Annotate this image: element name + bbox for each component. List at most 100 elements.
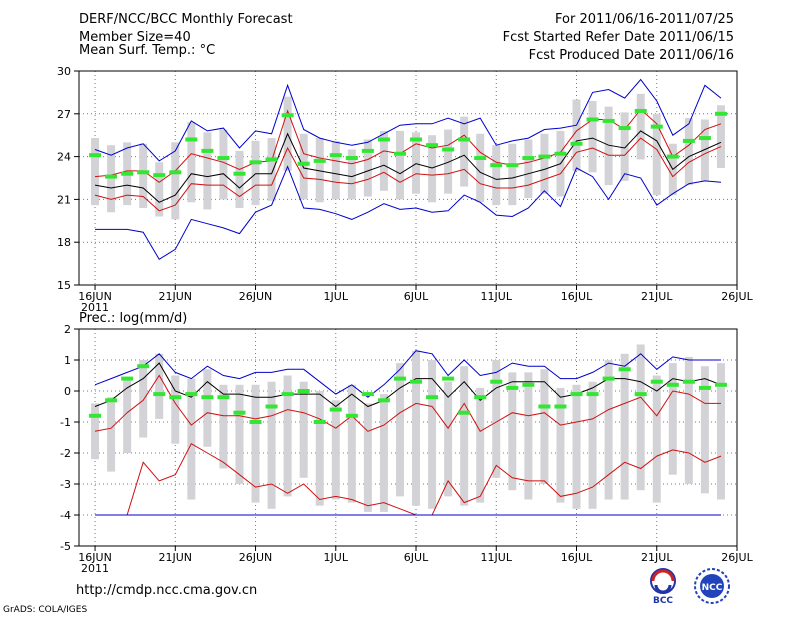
- temp-ytick-label: 24: [57, 151, 71, 164]
- precip-spread-bar: [556, 387, 565, 503]
- precip-spread-bar: [363, 403, 372, 512]
- precip-max-line: [94, 350, 721, 398]
- temp-xtick-label: 26JUN: [239, 290, 273, 303]
- temp-xtick-label: 11JUL: [481, 290, 513, 303]
- precip-obs-mark: [602, 376, 615, 381]
- temp-obs-mark: [506, 163, 519, 168]
- precip-spread-bar: [476, 387, 485, 503]
- temp-spread-bar: [716, 105, 725, 169]
- temp-obs-mark: [393, 151, 406, 156]
- temp-spread-bar: [91, 138, 100, 206]
- precip-spread-bar: [379, 394, 388, 512]
- precip-spread-bar: [283, 375, 292, 497]
- temp-upper-line: [94, 108, 722, 183]
- ncc-logo: NCC: [694, 568, 730, 604]
- precip-ytick-label: -4: [60, 509, 71, 522]
- precip-obs-mark: [361, 392, 374, 397]
- temp-obs-mark: [554, 151, 567, 156]
- temp-spread-bar: [588, 100, 597, 173]
- temp-panel: Mean Surf. Temp.: °C 15 18 21 24 27 30 16JUN201…: [57, 43, 754, 314]
- precip-obs-mark: [490, 379, 503, 384]
- temp-spread-bar: [412, 132, 421, 194]
- precip-ytick-label: -1: [60, 416, 71, 429]
- precip-obs-mark: [554, 404, 567, 409]
- temp-spread-bar: [540, 133, 549, 194]
- temp-obs-mark: [586, 117, 599, 122]
- precip-spread-bar: [331, 400, 340, 500]
- precip-spread-bar: [588, 381, 597, 509]
- precip-obs-mark: [153, 392, 166, 397]
- precip-lower_red-line: [95, 443, 722, 516]
- temp-obs-mark: [265, 157, 278, 162]
- temp-xtick-label: 6JUL: [404, 290, 429, 303]
- precip-spread-bar: [604, 360, 613, 500]
- precip-spread-bar: [492, 360, 501, 478]
- precip-spread-bar: [700, 366, 709, 494]
- ncc-logo-text: NCC: [702, 583, 723, 593]
- precip-obs-mark: [329, 407, 342, 412]
- precip-spread-bar: [572, 384, 581, 509]
- precip-ytick-label: -2: [60, 447, 71, 460]
- temp-obs-mark: [458, 137, 471, 142]
- bcc-logo-text: BCC: [653, 596, 673, 606]
- precip-spread-bar: [315, 391, 324, 506]
- precip-obs-mark: [426, 395, 439, 400]
- temp-xtick-label: 21JUL: [641, 290, 673, 303]
- temp-obs-mark: [105, 174, 118, 179]
- precip-spread-bar: [412, 350, 421, 506]
- precip-obs-mark: [217, 395, 230, 400]
- precip-spread-bar: [668, 363, 677, 475]
- member-size: Member Size=40: [79, 30, 191, 45]
- bcc-logo: BCC: [650, 568, 676, 606]
- fcst-produced-date: Fcst Produced Date 2011/06/16: [528, 48, 734, 63]
- temp-spread-bar: [572, 99, 581, 171]
- precip-obs-mark: [137, 364, 150, 369]
- temp-spread-bar: [460, 116, 469, 187]
- precip-obs-mark: [474, 395, 487, 400]
- temp-spread-bar: [203, 132, 212, 210]
- precip-xtick-label: 16JUN: [78, 551, 112, 564]
- precip-obs-mark: [169, 395, 182, 400]
- precip-obs-mark: [201, 395, 214, 400]
- temp-spread-bar: [331, 140, 340, 200]
- temp-spread-bar: [187, 122, 196, 203]
- precip-spread-bar: [187, 378, 196, 500]
- precip-obs-mark: [442, 376, 455, 381]
- temp-obs-mark: [201, 148, 214, 153]
- temp-obs-mark: [650, 124, 663, 129]
- precip-panel-title: Prec.: log(mm/d): [79, 311, 187, 326]
- temp-obs-mark: [297, 161, 310, 166]
- temp-spread-bar: [107, 145, 116, 213]
- temp-spread-bar: [684, 118, 693, 186]
- temp-obs-mark: [169, 170, 182, 175]
- temp-spread-bar: [251, 140, 260, 206]
- temp-spread-bar: [476, 133, 485, 203]
- precip-obs-mark: [586, 392, 599, 397]
- precip-upper_red-line: [94, 374, 721, 432]
- precip-spread-bar: [251, 384, 260, 503]
- temp-xtick-label: 16JUN: [78, 290, 112, 303]
- precip-ytick-label: 0: [64, 385, 71, 398]
- precip-obs-mark: [410, 379, 423, 384]
- precip-spread-bar: [460, 366, 469, 506]
- precip-ens_mean-line: [94, 362, 722, 408]
- fcst-started-date: Fcst Started Refer Date 2011/06/15: [502, 30, 734, 45]
- temp-obs-mark: [698, 136, 711, 141]
- precip-obs-mark: [393, 376, 406, 381]
- precip-obs-mark: [313, 420, 326, 424]
- precip-ytick-label: -5: [60, 540, 71, 553]
- precip-spread-bar: [524, 372, 533, 500]
- temp-spread-bar: [428, 135, 437, 203]
- precip-ytick-label: 2: [64, 323, 71, 336]
- temp-spread-bar: [315, 138, 324, 203]
- precip-obs-mark: [377, 398, 390, 403]
- temp-ens_mean-line: [94, 130, 722, 203]
- precip-obs-mark: [265, 404, 278, 409]
- temp-ytick-label: 15: [57, 279, 71, 292]
- temp-xtick-label: 21JUN: [159, 290, 193, 303]
- temp-ytick-label: 27: [57, 108, 71, 121]
- precip-spread-bar: [347, 384, 356, 503]
- precip-obs-mark: [105, 398, 118, 403]
